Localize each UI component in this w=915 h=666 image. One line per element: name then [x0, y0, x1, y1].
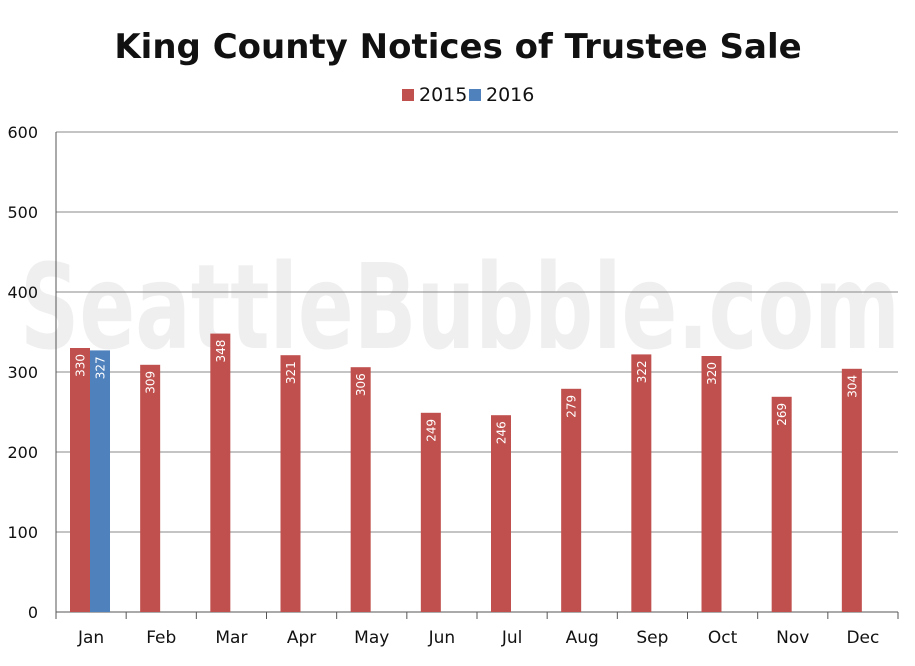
bar-2015-aug: [561, 388, 582, 612]
y-tick-label: 400: [7, 283, 38, 302]
x-tick-label: Jul: [501, 628, 523, 648]
bar-2015-mar: [210, 333, 231, 612]
x-tick-label: Mar: [215, 628, 247, 648]
bar-2015-may: [350, 367, 371, 612]
legend-swatch-2016: [469, 89, 481, 101]
bar-2016-jan: [90, 350, 110, 612]
bar-2015-oct: [701, 356, 722, 612]
bar-2015-jun: [420, 412, 441, 612]
watermark: SeattleBubble.com: [20, 238, 900, 376]
bar-2015-feb: [140, 364, 161, 612]
data-label: 321: [284, 361, 298, 384]
chart-title: King County Notices of Trustee Sale: [114, 27, 801, 67]
y-tick-label: 500: [7, 203, 38, 222]
x-tick-label: Oct: [708, 628, 738, 648]
data-label: 306: [354, 373, 368, 396]
data-label: 322: [635, 360, 649, 383]
data-label: 304: [845, 375, 859, 398]
data-label: 320: [705, 362, 719, 385]
bars: 330 327 309 348 321 306 249 246 279 322 320 269 304: [70, 333, 862, 612]
data-label: 279: [565, 395, 579, 418]
bar-2015-dec: [841, 368, 862, 612]
bar-2015-sep: [631, 354, 652, 612]
legend-label-2016: 2016: [486, 84, 534, 106]
legend-swatch-2015: [402, 89, 414, 101]
x-tick-label: Nov: [776, 628, 809, 648]
y-tick-label: 200: [7, 443, 38, 462]
data-label: 249: [424, 419, 438, 442]
x-axis: Jan Feb Mar Apr May Jun Jul Aug Sep Oct Nov Dec: [55, 611, 899, 648]
x-tick-label: Dec: [846, 628, 879, 648]
x-tick-label: Aug: [566, 628, 599, 648]
y-tick-label: 0: [28, 603, 38, 622]
x-tick-label: Sep: [636, 628, 668, 648]
data-label: 330: [74, 354, 88, 377]
data-label: 269: [775, 403, 789, 426]
data-label: 327: [94, 356, 108, 379]
gridlines: [56, 131, 898, 533]
data-label: 348: [214, 340, 228, 363]
bar-2015-jan: [70, 348, 90, 612]
bar-2015-apr: [280, 355, 301, 612]
x-tick-label: May: [354, 628, 389, 648]
x-tick-label: Jun: [428, 628, 456, 648]
x-tick-label: Feb: [146, 628, 176, 648]
y-tick-label: 600: [7, 123, 38, 142]
y-axis: 0 100 200 300 400 500 600: [7, 123, 57, 622]
y-tick-label: 300: [7, 363, 38, 382]
legend-label-2015: 2015: [419, 84, 467, 106]
bar-2015-jul: [491, 415, 511, 612]
y-tick-label: 100: [7, 523, 38, 542]
data-label: 246: [495, 421, 509, 444]
x-tick-label: Jan: [77, 628, 104, 648]
legend: 2015 2016: [402, 84, 534, 106]
x-tick-label: Apr: [287, 628, 316, 648]
bar-2015-nov: [771, 396, 792, 612]
data-label: 309: [144, 371, 158, 394]
